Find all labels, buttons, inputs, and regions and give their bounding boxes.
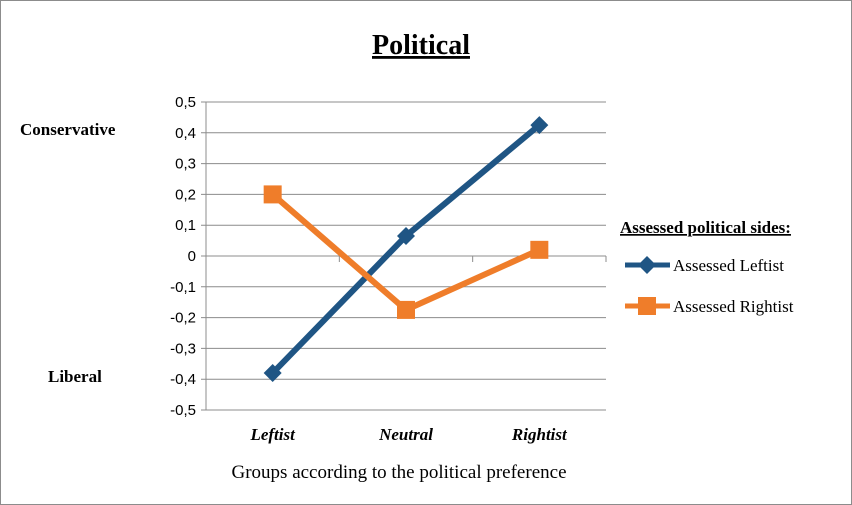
legend-title: Assessed political sides: — [620, 218, 791, 237]
y-tick-label: 0,2 — [175, 186, 196, 203]
y-tick-label: 0,5 — [175, 94, 196, 111]
y-tick-label: -0,4 — [170, 371, 196, 388]
legend: Assessed Leftist Assessed Rightist — [625, 256, 794, 316]
marker-square — [638, 297, 656, 315]
chart-title: Political — [372, 30, 470, 61]
legend-item: Assessed Leftist — [625, 256, 784, 275]
y-tick-label: 0 — [188, 248, 196, 265]
legend-label: Assessed Leftist — [673, 256, 784, 275]
side-label-conservative: Conservative — [20, 120, 116, 139]
y-tick-label: 0,4 — [175, 125, 196, 142]
marker-diamond — [638, 256, 656, 274]
y-tick-label: 0,1 — [175, 217, 196, 234]
marker-diamond — [263, 364, 282, 383]
side-label-liberal: Liberal — [48, 367, 102, 386]
x-category-label: Neutral — [378, 425, 433, 444]
x-category-label: Rightist — [511, 425, 568, 444]
y-tick-label: -0,3 — [170, 340, 196, 357]
x-category-labels: Leftist Neutral Rightist — [249, 425, 568, 444]
x-axis-label: Groups according to the political prefer… — [232, 462, 567, 483]
x-category-label: Leftist — [249, 425, 296, 444]
legend-label: Assessed Rightist — [673, 297, 794, 316]
series-1 — [263, 185, 549, 319]
marker-square — [530, 240, 549, 259]
y-tick-label: 0,3 — [175, 156, 196, 173]
marker-square — [263, 185, 282, 204]
series-0 — [263, 116, 549, 383]
legend-item: Assessed Rightist — [625, 297, 794, 316]
marker-diamond — [397, 226, 415, 245]
marker-square — [397, 300, 415, 319]
y-tick-label: -0,2 — [170, 310, 196, 327]
marker-diamond — [530, 116, 549, 135]
axes — [205, 102, 607, 410]
series-group — [263, 116, 549, 383]
y-tick-label: -0,5 — [170, 402, 196, 419]
series-line — [270, 122, 542, 376]
series-line — [270, 192, 541, 313]
y-tick-label: -0,1 — [170, 279, 196, 296]
y-tick-labels: 0,5 0,4 0,3 0,2 0,1 0 -0,1 -0,2 -0,3 -0,4 -0,5 — [170, 94, 196, 419]
